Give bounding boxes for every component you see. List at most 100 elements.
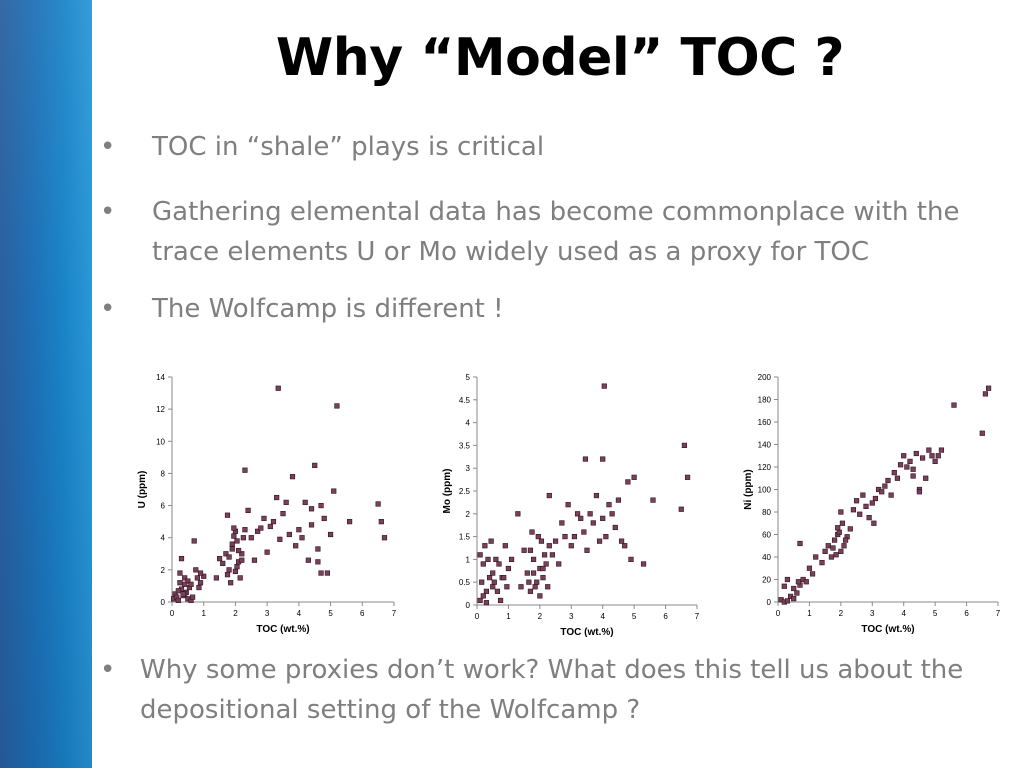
y-tick-label: 6 <box>161 502 166 511</box>
data-point <box>270 519 277 525</box>
data-point <box>540 565 546 572</box>
data-point <box>549 552 556 558</box>
data-point <box>261 515 267 522</box>
data-point <box>951 402 957 408</box>
data-point <box>190 594 196 600</box>
x-tick-label: 7 <box>695 612 700 621</box>
data-point <box>347 519 353 525</box>
data-point <box>496 561 502 567</box>
x-tick-label: 6 <box>360 609 365 618</box>
data-point <box>283 499 289 505</box>
data-point <box>502 543 508 549</box>
y-tick-label: 8 <box>161 469 166 478</box>
x-axis-label: TOC (wt.%) <box>560 627 613 638</box>
data-point <box>277 536 283 542</box>
bullet-text: TOC in “shale” plays is critical <box>152 132 545 162</box>
data-point <box>197 570 204 576</box>
data-point <box>538 538 545 544</box>
data-point <box>882 483 888 489</box>
data-point <box>839 520 846 526</box>
data-point <box>327 531 334 538</box>
data-point <box>242 467 248 473</box>
data-point <box>501 575 507 581</box>
data-point <box>919 455 926 461</box>
y-axis-label: U (ppm) <box>137 471 148 509</box>
data-point <box>640 561 647 567</box>
data-point <box>493 556 499 563</box>
data-point <box>806 565 813 571</box>
data-point <box>565 502 571 508</box>
slide-title: Why “Model” TOC ? <box>275 28 845 88</box>
y-tick-label: 100 <box>758 486 772 495</box>
x-tick-label: 1 <box>807 609 812 618</box>
data-point <box>508 556 515 563</box>
data-point <box>378 519 384 525</box>
y-axis-label: Ni (ppm) <box>743 469 754 510</box>
y-tick-label: 4 <box>466 419 471 428</box>
data-point <box>228 580 234 586</box>
data-point <box>926 447 932 453</box>
x-tick-label: 3 <box>870 609 875 618</box>
data-point <box>275 385 281 391</box>
bullet-text: The Wolfcamp is different ! <box>152 294 504 324</box>
data-point <box>600 456 606 462</box>
bullet-dot: • <box>100 132 116 162</box>
data-point <box>615 497 622 503</box>
y-tick-label: 2 <box>466 510 471 519</box>
data-point <box>612 524 618 531</box>
data-point <box>229 546 235 552</box>
data-point <box>582 456 589 462</box>
data-point <box>825 543 831 549</box>
data-point <box>797 540 803 547</box>
data-point <box>847 526 853 532</box>
data-point <box>375 501 381 507</box>
data-point <box>518 584 524 590</box>
data-point <box>578 515 584 521</box>
data-point <box>784 576 791 583</box>
data-point <box>302 499 308 505</box>
data-point <box>486 575 493 581</box>
data-point <box>182 575 188 581</box>
data-point <box>488 538 494 544</box>
x-tick-label: 1 <box>201 609 206 618</box>
data-point <box>929 453 935 459</box>
data-point <box>938 447 945 453</box>
data-point <box>901 453 907 459</box>
data-point <box>177 570 183 576</box>
data-point <box>822 548 828 554</box>
data-point <box>255 528 261 534</box>
y-tick-label: 1 <box>466 555 471 564</box>
y-tick-label: 200 <box>758 373 772 382</box>
data-point <box>584 547 590 553</box>
y-tick-label: 80 <box>762 508 771 517</box>
x-tick-label: 7 <box>996 609 1001 618</box>
data-point <box>650 497 656 503</box>
data-point <box>541 552 548 558</box>
data-point <box>543 561 549 567</box>
data-point <box>581 529 587 535</box>
data-point <box>201 573 207 579</box>
data-point <box>182 581 188 587</box>
data-point <box>280 511 286 517</box>
data-point <box>216 556 223 562</box>
y-tick-label: 1.5 <box>459 533 471 542</box>
data-point <box>312 462 318 468</box>
data-point <box>863 503 869 509</box>
data-point <box>231 533 237 539</box>
data-point <box>334 403 340 409</box>
data-point <box>535 534 541 540</box>
data-point <box>631 474 637 480</box>
data-point <box>526 579 532 585</box>
data-point <box>540 575 546 581</box>
data-point <box>324 570 331 576</box>
data-point <box>321 515 327 522</box>
data-point <box>828 554 835 560</box>
y-tick-label: 10 <box>156 437 165 446</box>
y-tick-label: 12 <box>156 405 165 414</box>
data-point <box>830 545 836 551</box>
x-tick-label: 4 <box>297 609 302 618</box>
data-point <box>833 552 839 558</box>
data-point <box>193 567 199 573</box>
data-point <box>527 588 534 594</box>
data-point <box>331 488 337 494</box>
